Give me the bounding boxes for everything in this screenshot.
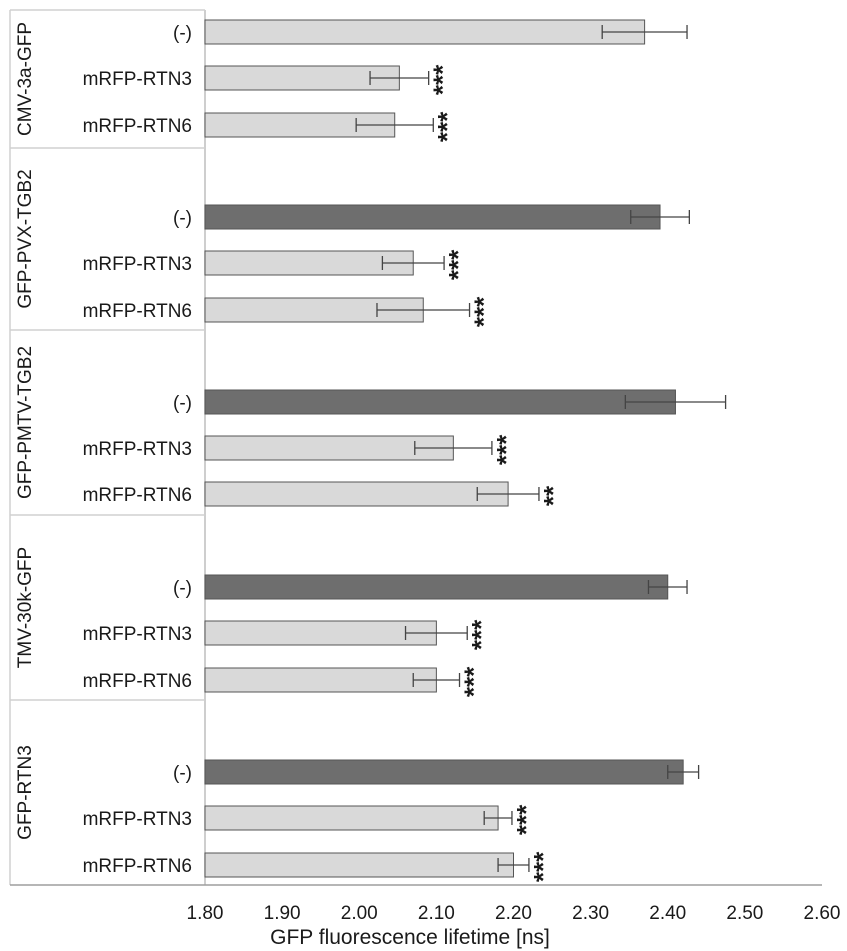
bar [204, 805, 499, 831]
error-bar [667, 765, 700, 779]
group-label: TMV-30k-GFP [15, 547, 36, 668]
bar [204, 19, 646, 45]
x-tick-label: 2.20 [495, 903, 532, 924]
group-label: CMV-3a-GFP [15, 22, 36, 136]
category-label: (-) [173, 23, 192, 44]
category-label: (-) [173, 578, 192, 599]
x-tick-label: 2.60 [804, 903, 841, 924]
error-bar [483, 811, 513, 825]
labels-layer: CMV-3a-GFP (-) mRFP-RTN3 *** mRFP-RTN6 *** GFP… [15, 22, 568, 882]
category-label: mRFP-RTN3 [83, 439, 192, 460]
category-label: (-) [173, 763, 192, 784]
bar [204, 574, 669, 600]
category-label: mRFP-RTN6 [83, 485, 192, 506]
category-label: mRFP-RTN6 [83, 301, 192, 322]
significance-marker: *** [428, 64, 458, 95]
x-tick-label: 1.90 [264, 903, 301, 924]
bar [204, 759, 684, 785]
significance-marker: *** [458, 666, 488, 697]
bar [204, 481, 509, 507]
error-bar [624, 395, 727, 409]
bar [204, 204, 661, 230]
category-label: mRFP-RTN3 [83, 809, 192, 830]
significance-marker: *** [528, 851, 558, 882]
significance-marker: *** [443, 249, 473, 280]
group-label: GFP-PVX-TGB2 [15, 169, 36, 308]
error-bar [601, 25, 688, 39]
error-bar [476, 487, 540, 501]
significance-marker: *** [432, 111, 462, 142]
error-bar [412, 673, 461, 687]
category-label: mRFP-RTN3 [83, 69, 192, 90]
bar [204, 852, 514, 878]
x-tick-label: 1.80 [187, 903, 224, 924]
bar [204, 435, 454, 461]
bar [204, 667, 437, 693]
bar [204, 250, 414, 276]
error-bar [404, 626, 468, 640]
bars-layer [204, 19, 727, 878]
x-tick-label: 2.30 [572, 903, 609, 924]
x-tick-label: 2.00 [341, 903, 378, 924]
error-bar [630, 210, 690, 224]
significance-marker: ** [538, 485, 568, 506]
group-label: GFP-PMTV-TGB2 [15, 346, 36, 499]
significance-marker: *** [466, 619, 496, 650]
significance-marker: *** [511, 804, 541, 835]
x-tick-label: 2.40 [649, 903, 686, 924]
error-bar [376, 303, 471, 317]
error-bar [381, 256, 445, 270]
category-label: mRFP-RTN6 [83, 116, 192, 137]
error-bar [414, 441, 493, 455]
category-label: mRFP-RTN3 [83, 624, 192, 645]
x-axis: 1.80 1.90 2.00 2.10 2.20 2.30 2.40 2.50 2.60 [10, 884, 841, 924]
category-label: (-) [173, 208, 192, 229]
category-label: mRFP-RTN6 [83, 671, 192, 692]
category-label: (-) [173, 393, 192, 414]
bar [204, 620, 437, 646]
category-label: mRFP-RTN6 [83, 856, 192, 877]
error-bar [355, 118, 434, 132]
bar [204, 389, 676, 415]
error-bar [369, 71, 430, 85]
group-label: GFP-RTN3 [15, 745, 36, 840]
x-tick-label: 2.10 [418, 903, 455, 924]
error-bar [497, 858, 530, 872]
error-bar [647, 580, 688, 594]
significance-marker: *** [468, 296, 498, 327]
category-label: mRFP-RTN3 [83, 254, 192, 275]
x-axis-title: GFP fluorescence lifetime [ns] [270, 926, 550, 949]
x-tick-label: 2.50 [726, 903, 763, 924]
significance-marker: *** [491, 434, 521, 465]
